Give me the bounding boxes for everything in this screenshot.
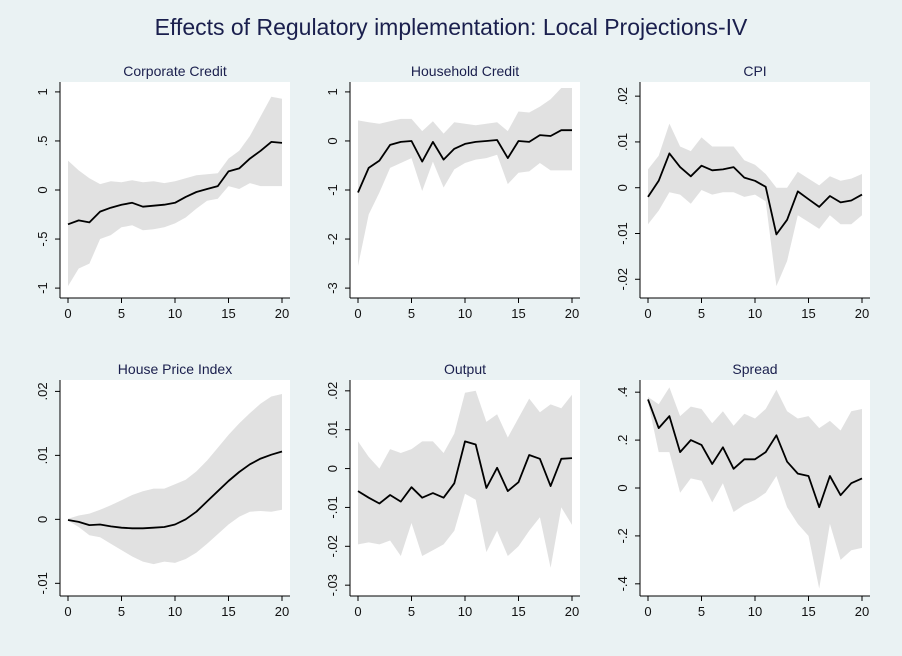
panel-6: 0 5 10 15 20 -.4 -.2 0 .2 .4 Spread bbox=[615, 361, 870, 619]
y-tick-label: 0 bbox=[615, 484, 630, 491]
x-tick-label: 5 bbox=[698, 306, 705, 321]
confidence-band bbox=[358, 88, 572, 266]
y-tick-label: -2 bbox=[325, 233, 340, 245]
y-tick-label: -1 bbox=[35, 282, 50, 294]
y-tick-label: -1 bbox=[325, 184, 340, 196]
x-tick-label: 0 bbox=[64, 306, 71, 321]
x-tick-label: 5 bbox=[698, 604, 705, 619]
y-tick-label: -3 bbox=[325, 282, 340, 294]
x-tick-label: 20 bbox=[565, 306, 579, 321]
panel-2: 0 5 10 15 20 -3 -2 -1 0 1 Household Credit bbox=[325, 63, 580, 321]
panel-title: CPI bbox=[743, 63, 766, 79]
x-tick-label: 0 bbox=[64, 604, 71, 619]
x-tick-label: 0 bbox=[644, 604, 651, 619]
series-line bbox=[647, 152, 863, 236]
x-tick-label: 15 bbox=[511, 604, 525, 619]
x-tick-label: 10 bbox=[748, 306, 762, 321]
panel-title: Household Credit bbox=[411, 63, 519, 79]
y-tick-label: -.03 bbox=[325, 574, 340, 596]
y-tick-label: -.4 bbox=[615, 576, 630, 591]
confidence-band bbox=[648, 123, 862, 287]
x-tick-label: 15 bbox=[221, 604, 235, 619]
series-line bbox=[357, 440, 573, 505]
series-line bbox=[647, 399, 863, 509]
panel-title: Spread bbox=[732, 361, 777, 377]
panel-title: Output bbox=[444, 361, 486, 377]
x-tick-label: 20 bbox=[275, 306, 289, 321]
x-tick-label: 0 bbox=[354, 604, 361, 619]
y-tick-label: -.5 bbox=[35, 231, 50, 246]
y-tick-label: .5 bbox=[35, 136, 50, 147]
y-tick-label: .4 bbox=[615, 387, 630, 398]
panel-5: 0 5 10 15 20 -.03 -.02 -.01 0 .01 .02 Output bbox=[325, 361, 580, 619]
x-tick-label: 20 bbox=[565, 604, 579, 619]
y-tick-label: -.2 bbox=[615, 528, 630, 543]
y-tick-label: .01 bbox=[35, 446, 50, 464]
confidence-band bbox=[358, 390, 572, 568]
y-tick-label: -.02 bbox=[615, 268, 630, 290]
x-tick-label: 10 bbox=[458, 604, 472, 619]
panel-title: House Price Index bbox=[118, 361, 232, 377]
y-tick-label: 0 bbox=[35, 516, 50, 523]
y-tick-label: 1 bbox=[325, 88, 340, 95]
panel-title: Corporate Credit bbox=[123, 63, 227, 79]
panel-4: 0 5 10 15 20 -.01 0 .01 .02 House Price Index bbox=[35, 361, 290, 619]
y-tick-label: -.01 bbox=[35, 572, 50, 594]
confidence-band bbox=[68, 394, 282, 565]
x-tick-label: 20 bbox=[275, 604, 289, 619]
y-tick-label: 0 bbox=[615, 184, 630, 191]
confidence-band bbox=[648, 387, 862, 589]
x-tick-label: 15 bbox=[221, 306, 235, 321]
y-tick-label: .01 bbox=[325, 421, 340, 439]
panel-1: 0 5 10 15 20 -1 -.5 0 .5 1 Corporate Credit bbox=[35, 63, 290, 321]
x-tick-label: 5 bbox=[408, 306, 415, 321]
y-tick-label: .01 bbox=[615, 133, 630, 151]
y-tick-label: .02 bbox=[615, 87, 630, 105]
y-tick-label: .2 bbox=[615, 435, 630, 446]
confidence-band bbox=[68, 96, 282, 287]
y-tick-label: -.02 bbox=[325, 535, 340, 557]
x-tick-label: 15 bbox=[801, 306, 815, 321]
x-tick-label: 15 bbox=[801, 604, 815, 619]
x-tick-label: 20 bbox=[855, 306, 869, 321]
x-tick-label: 10 bbox=[168, 604, 182, 619]
x-tick-label: 10 bbox=[458, 306, 472, 321]
x-tick-label: 5 bbox=[118, 306, 125, 321]
series-line bbox=[67, 141, 283, 226]
y-tick-label: .02 bbox=[35, 382, 50, 400]
y-tick-label: 0 bbox=[325, 137, 340, 144]
y-tick-label: 0 bbox=[325, 465, 340, 472]
y-tick-label: 0 bbox=[35, 186, 50, 193]
series-line bbox=[357, 129, 572, 193]
x-tick-label: 10 bbox=[748, 604, 762, 619]
x-tick-label: 5 bbox=[118, 604, 125, 619]
y-tick-label: -.01 bbox=[615, 222, 630, 244]
y-tick-label: .02 bbox=[325, 382, 340, 400]
x-tick-label: 0 bbox=[354, 306, 361, 321]
x-tick-label: 0 bbox=[644, 306, 651, 321]
x-tick-label: 20 bbox=[855, 604, 869, 619]
y-tick-label: -.01 bbox=[325, 496, 340, 518]
panel-3: 0 5 10 15 20 -.02 -.01 0 .01 .02 CPI bbox=[615, 63, 870, 321]
series-line bbox=[67, 450, 283, 530]
x-tick-label: 15 bbox=[511, 306, 525, 321]
figure-title: Effects of Regulatory implementation: Lo… bbox=[154, 14, 748, 40]
x-tick-label: 5 bbox=[408, 604, 415, 619]
y-tick-label: 1 bbox=[35, 88, 50, 95]
x-tick-label: 10 bbox=[168, 306, 182, 321]
